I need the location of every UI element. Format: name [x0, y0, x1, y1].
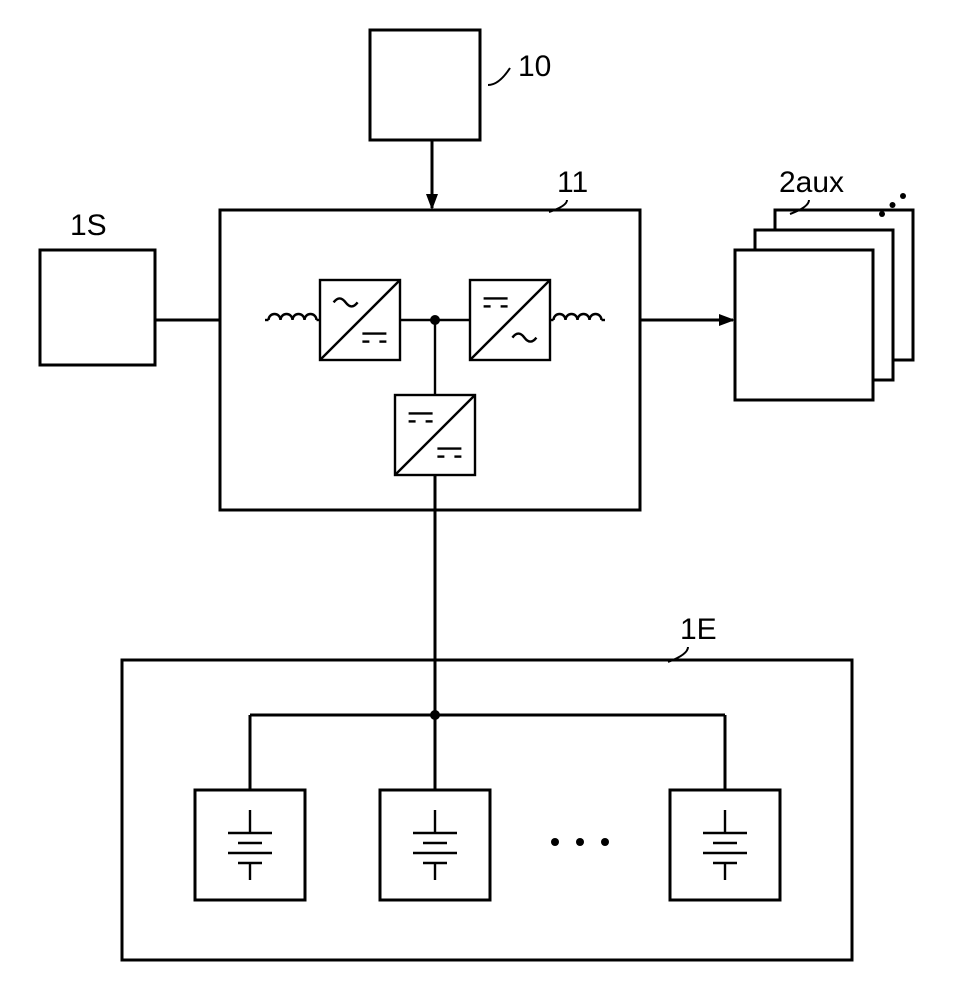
block-2aux-0 [735, 250, 873, 400]
label-block11: 11 [557, 166, 588, 199]
block-diagram: 10 1S 11 2aux 1E [0, 0, 965, 1000]
label-block10: 10 [518, 50, 551, 83]
label-block1E: 1E [680, 613, 717, 646]
label-block2aux: 2aux [779, 166, 844, 199]
block-1S [40, 250, 155, 365]
battery-1 [195, 790, 305, 900]
battery-2 [380, 790, 490, 900]
battery-3 [670, 790, 780, 900]
block-10 [370, 30, 480, 140]
label-block1S: 1S [70, 209, 107, 242]
